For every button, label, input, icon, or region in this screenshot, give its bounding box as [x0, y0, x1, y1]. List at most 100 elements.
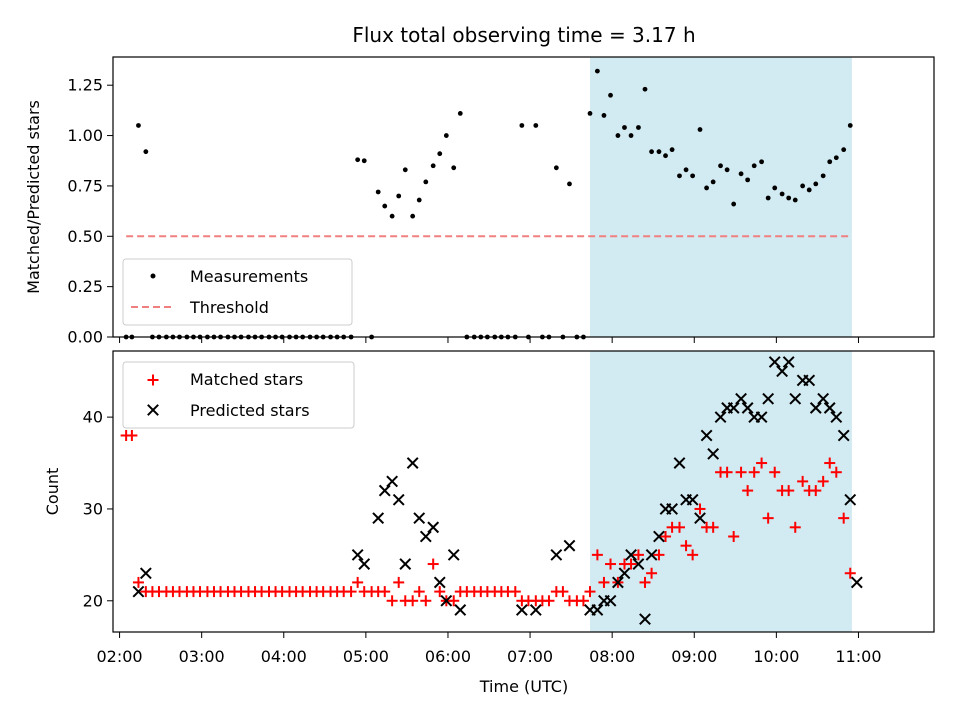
matched-star-point: [660, 530, 672, 542]
matched-star-point: [632, 549, 644, 561]
measurement-point: [765, 195, 771, 201]
measurement-point: [697, 127, 703, 132]
measurement-point: [731, 201, 737, 207]
measurement-point: [608, 92, 613, 98]
ratio-x-ticks: [119, 337, 859, 343]
y-tick-label: 30: [83, 499, 103, 518]
matched-star-point: [126, 429, 138, 441]
predicted-star-point: [529, 604, 542, 616]
predicted-star-point: [850, 576, 863, 589]
matched-star-point: [598, 576, 610, 588]
predicted-star-point: [639, 613, 651, 626]
matched-star-point: [748, 466, 760, 478]
y-tick-label: 1.00: [67, 126, 103, 145]
measurement-point: [594, 68, 600, 74]
count-panel: 20 30 40 02:00 03:00 04:00 05:00 06:00 07:00 08:…: [43, 350, 935, 666]
predicted-star-point: [591, 604, 604, 616]
matched-star-point: [132, 576, 144, 588]
predicted-star-point: [782, 356, 795, 368]
y-tick-label: 0.00: [67, 328, 103, 347]
predicted-star-point: [132, 585, 145, 598]
predicted-star-point: [563, 539, 576, 552]
measurement-point: [745, 177, 751, 183]
measurement-point: [622, 125, 627, 130]
matched-star-point: [345, 586, 357, 598]
measurement-point: [827, 159, 833, 165]
matched-star-point: [434, 586, 446, 598]
measurement-point: [751, 163, 757, 169]
x-tick-label: 08:00: [589, 647, 635, 666]
predicted-star-point: [351, 548, 364, 561]
matched-star-point: [509, 586, 521, 598]
measurement-point: [389, 213, 395, 219]
measurement-point: [669, 147, 675, 153]
chart-title: Flux total observing time = 3.17 h: [352, 23, 695, 47]
predicted-star-point: [789, 392, 802, 405]
count-points: [120, 356, 863, 626]
predicted-star-point: [823, 402, 836, 414]
predicted-star-point: [768, 356, 781, 368]
measurement-point: [841, 147, 847, 153]
matched-star-point: [673, 521, 685, 533]
x-tick-label: 10:00: [753, 647, 799, 666]
matched-star-point: [783, 485, 795, 497]
ratio-y-ticks: 0.00 0.25 0.50 0.75 1.00 1.25: [67, 76, 113, 347]
matched-star-point: [742, 485, 754, 497]
legend-predicted-label: Predicted stars: [190, 401, 310, 420]
y-tick-label: 0.25: [67, 277, 103, 296]
predicted-star-point: [372, 512, 385, 525]
predicted-star-point: [817, 392, 830, 405]
predicted-star-point: [741, 402, 754, 414]
predicted-star-point: [694, 512, 706, 525]
measurement-point: [759, 159, 764, 165]
matched-star-point: [789, 521, 801, 533]
predicted-star-point: [714, 411, 727, 424]
predicted-star-point: [625, 548, 637, 561]
predicted-star-point: [645, 548, 658, 561]
measurement-point: [642, 86, 648, 92]
matched-star-point: [543, 595, 555, 607]
measurement-point: [663, 153, 668, 159]
matched-star-point: [584, 586, 596, 598]
measurement-point: [792, 197, 798, 203]
predicted-star-point: [399, 558, 412, 570]
matched-star-point: [427, 558, 439, 570]
predicted-star-point: [844, 493, 857, 506]
x-tick-label: 11:00: [835, 647, 881, 666]
measurement-point: [704, 185, 709, 191]
predicted-star-point: [454, 604, 467, 616]
measurement-point: [677, 173, 682, 179]
predicted-star-point: [735, 392, 747, 405]
predicted-star-point: [809, 402, 822, 414]
matched-star-point: [830, 466, 842, 478]
y-tick-label: 0.50: [67, 227, 103, 246]
measurement-point: [833, 155, 839, 161]
matched-star-point: [386, 595, 398, 607]
predicted-star-point: [837, 429, 850, 442]
legend-threshold-label: Threshold: [189, 298, 269, 317]
predicted-star-point: [762, 392, 775, 405]
predicted-star-point: [776, 365, 789, 378]
measurement-point: [519, 123, 525, 128]
predicted-star-point: [413, 512, 426, 525]
matched-star-point: [735, 466, 747, 478]
matched-star-point: [379, 586, 391, 598]
measurement-point: [772, 185, 778, 191]
matched-star-point: [756, 457, 768, 469]
predicted-star-point: [440, 594, 453, 607]
predicted-star-point: [632, 558, 645, 570]
predicted-star-point: [447, 548, 460, 561]
measurement-point: [457, 111, 463, 116]
measurement-point: [779, 191, 785, 197]
measurement-point: [423, 179, 429, 185]
ratio-legend: Measurements Threshold: [122, 258, 353, 326]
matched-star-point: [810, 485, 822, 497]
measurement-point: [656, 149, 662, 155]
x-tick-label: 09:00: [671, 647, 717, 666]
matched-star-point: [605, 558, 617, 570]
measurement-point: [649, 149, 654, 155]
predicted-star-point: [612, 576, 624, 589]
matched-star-point: [721, 466, 733, 478]
ratio-panel-frame: [112, 56, 935, 338]
